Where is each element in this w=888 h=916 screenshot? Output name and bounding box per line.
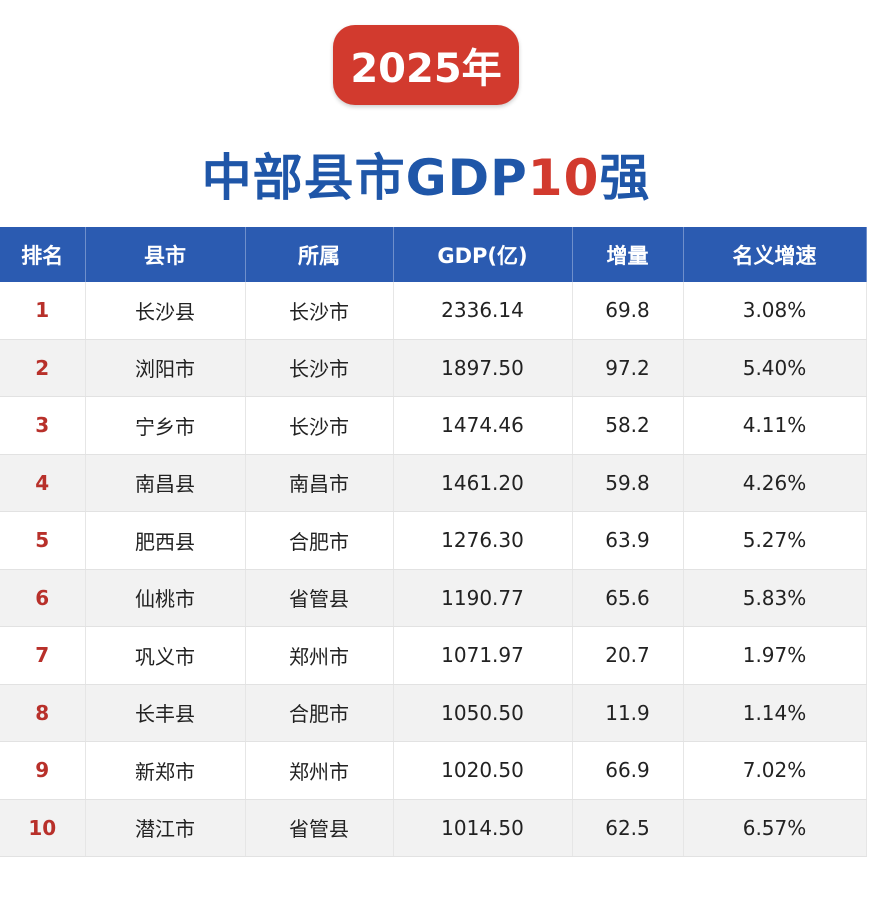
table-cell: 20.7 <box>572 626 684 685</box>
rank-cell: 9 <box>0 741 86 800</box>
rank-cell: 7 <box>0 626 86 685</box>
table-row: 5 肥西县 合肥市 1276.30 63.9 5.27% <box>0 511 867 570</box>
table-row: 1 长沙县 长沙市 2336.14 69.8 3.08% <box>0 282 867 340</box>
rank-cell: 10 <box>0 799 86 857</box>
header-cell: 所属 <box>245 227 394 282</box>
table-cell: 南昌县 <box>85 454 246 512</box>
table-cell: 1190.77 <box>393 569 573 627</box>
table-cell: 长沙市 <box>245 282 394 340</box>
header-row: 排名 县市 所属 GDP(亿) 增量 名义增速 <box>0 227 867 282</box>
table-cell: 1014.50 <box>393 799 573 857</box>
table-cell: 59.8 <box>572 454 684 512</box>
table-cell: 1276.30 <box>393 511 573 570</box>
table-cell: 省管县 <box>245 799 394 857</box>
table-row: 4 南昌县 南昌市 1461.20 59.8 4.26% <box>0 454 867 512</box>
table-cell: 66.9 <box>572 741 684 800</box>
table-cell: 长沙市 <box>245 396 394 455</box>
table-cell: 5.83% <box>683 569 867 627</box>
table-cell: 1071.97 <box>393 626 573 685</box>
table-cell: 浏阳市 <box>85 339 246 397</box>
title: 中部县市GDP10强 <box>0 138 852 210</box>
header-cell: 县市 <box>85 227 246 282</box>
header-cell: 增量 <box>572 227 684 282</box>
table-cell: 1020.50 <box>393 741 573 800</box>
table-cell: 南昌市 <box>245 454 394 512</box>
table-cell: 4.26% <box>683 454 867 512</box>
table-row: 9 新郑市 郑州市 1020.50 66.9 7.02% <box>0 741 867 800</box>
table-cell: 65.6 <box>572 569 684 627</box>
rank-cell: 6 <box>0 569 86 627</box>
table-cell: 郑州市 <box>245 626 394 685</box>
table-cell: 1.97% <box>683 626 867 685</box>
table-cell: 新郑市 <box>85 741 246 800</box>
table-cell: 7.02% <box>683 741 867 800</box>
rank-cell: 2 <box>0 339 86 397</box>
table-cell: 宁乡市 <box>85 396 246 455</box>
table-cell: 合肥市 <box>245 684 394 742</box>
table-cell: 郑州市 <box>245 741 394 800</box>
table-cell: 2336.14 <box>393 282 573 340</box>
title-highlight: 10 <box>527 149 600 207</box>
table-row: 10 潜江市 省管县 1014.50 62.5 6.57% <box>0 799 867 857</box>
rank-cell: 8 <box>0 684 86 742</box>
table-row: 2 浏阳市 长沙市 1897.50 97.2 5.40% <box>0 339 867 397</box>
header-cell: 名义增速 <box>683 227 867 282</box>
table-cell: 3.08% <box>683 282 867 340</box>
table-cell: 58.2 <box>572 396 684 455</box>
table-row: 8 长丰县 合肥市 1050.50 11.9 1.14% <box>0 684 867 742</box>
rank-cell: 4 <box>0 454 86 512</box>
table-row: 7 巩义市 郑州市 1071.97 20.7 1.97% <box>0 626 867 685</box>
table-cell: 1461.20 <box>393 454 573 512</box>
table-cell: 合肥市 <box>245 511 394 570</box>
table-cell: 1050.50 <box>393 684 573 742</box>
table-cell: 长丰县 <box>85 684 246 742</box>
table-cell: 5.27% <box>683 511 867 570</box>
rank-cell: 1 <box>0 282 86 340</box>
table-cell: 长沙县 <box>85 282 246 340</box>
table-row: 6 仙桃市 省管县 1190.77 65.6 5.83% <box>0 569 867 627</box>
title-text: 强 <box>599 149 651 207</box>
header-cell: 排名 <box>0 227 86 282</box>
table-cell: 1897.50 <box>393 339 573 397</box>
table-cell: 4.11% <box>683 396 867 455</box>
table-cell: 69.8 <box>572 282 684 340</box>
table-cell: 5.40% <box>683 339 867 397</box>
table-cell: 11.9 <box>572 684 684 742</box>
header-cell: GDP(亿) <box>393 227 573 282</box>
table-cell: 省管县 <box>245 569 394 627</box>
table-cell: 63.9 <box>572 511 684 570</box>
table-cell: 肥西县 <box>85 511 246 570</box>
table-cell: 巩义市 <box>85 626 246 685</box>
rank-cell: 3 <box>0 396 86 455</box>
rank-cell: 5 <box>0 511 86 570</box>
table-cell: 62.5 <box>572 799 684 857</box>
table-row: 3 宁乡市 长沙市 1474.46 58.2 4.11% <box>0 396 867 455</box>
table-cell: 长沙市 <box>245 339 394 397</box>
table-cell: 潜江市 <box>85 799 246 857</box>
table-cell: 1474.46 <box>393 396 573 455</box>
year-badge: 2025年 <box>333 25 519 105</box>
table-cell: 1.14% <box>683 684 867 742</box>
table-cell: 97.2 <box>572 339 684 397</box>
table-body: 1 长沙县 长沙市 2336.14 69.8 3.08% 2 浏阳市 长沙市 1897.50 97.… <box>0 282 867 857</box>
table-cell: 6.57% <box>683 799 867 857</box>
table-cell: 仙桃市 <box>85 569 246 627</box>
ranking-table: 排名 县市 所属 GDP(亿) 增量 名义增速 1 长沙县 长沙市 2336.14 69.8 3.0… <box>0 227 867 857</box>
title-text: 中部县市GDP <box>201 149 528 207</box>
